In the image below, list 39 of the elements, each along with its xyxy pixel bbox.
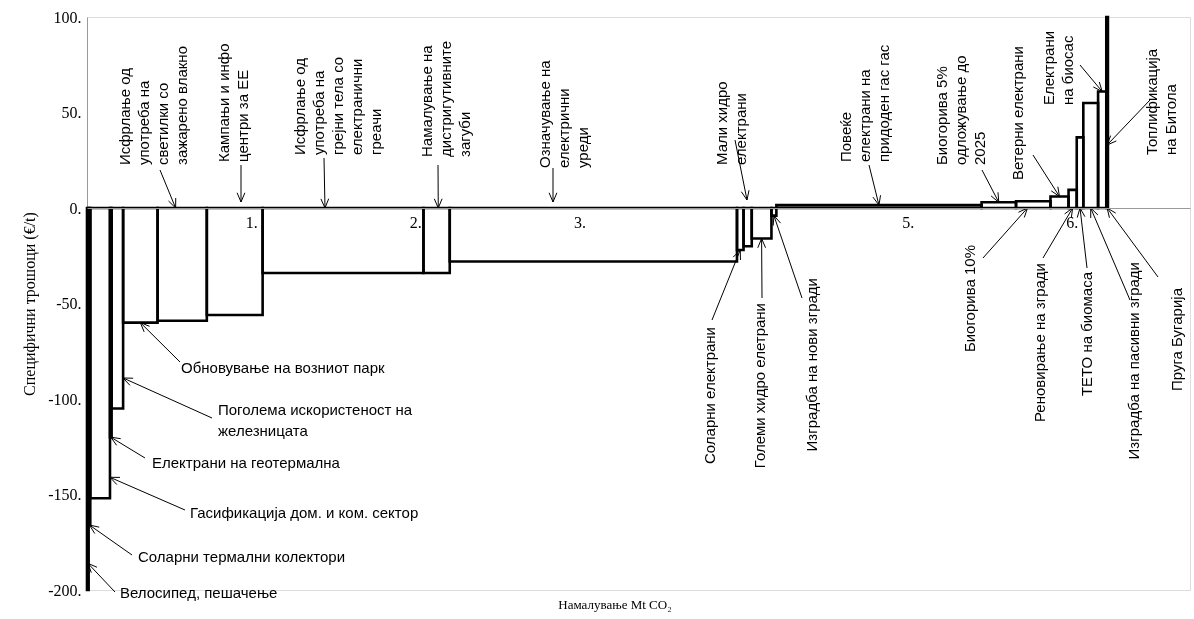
y-tick-label: -100. [48, 390, 82, 408]
annotation: Изградба на нови згради [803, 278, 820, 452]
y-axis-title: Специфични трошоци (€/t) [21, 212, 40, 396]
annotation: Пруга Бугарија [1168, 287, 1185, 392]
annotation: Биогорива 10% [961, 245, 978, 353]
y-tick-label: 50. [61, 104, 82, 121]
x-tick-label: 2. [409, 213, 422, 231]
annotation: Изградба на пасивни згради [1125, 262, 1142, 460]
annotation: Велосипед, пешачење [120, 584, 278, 601]
annotation: Топлификација на Битола [1143, 48, 1179, 155]
y-tick-label: -50. [56, 295, 82, 312]
annotation: Големи хидро елетрани [751, 303, 768, 469]
annotation: Биогорива 5% одложување до 2025 [933, 55, 988, 165]
x-tick-label: 3. [573, 213, 586, 231]
annotation: Гасификација дом. и ком. сектор [190, 504, 419, 521]
annotation: Исфрлање од употреба на грејни тела со електранични греачи [291, 56, 384, 155]
annotation: Намалување на дистригутивните загуби [418, 40, 473, 157]
annotation: Означување на електрични уреди [536, 59, 591, 168]
annotation: Соларни електрани [701, 327, 718, 464]
x-tick-label: 1. [245, 213, 258, 231]
annotation: Обновување на возниот парк [181, 359, 386, 376]
annotation: Соларни термални колектори [138, 548, 346, 565]
x-tick-label: 5. [902, 213, 915, 231]
y-tick-label: 0. [69, 199, 82, 217]
annotation: ТЕТО на биомаса [1078, 271, 1095, 397]
annotation: Реновирање на згради [1031, 263, 1048, 423]
annotation: Повеќе електрани на придоден гас гас [837, 44, 892, 162]
x-axis-title: Намалување Mt CO₂ [558, 597, 672, 612]
annotation: Мали хидро електрани [713, 81, 749, 165]
y-tick-label: -150. [48, 486, 82, 503]
annotation: Поголема искористеност на железницата [218, 401, 413, 439]
annotation: Ветерни електрани [1009, 46, 1026, 180]
annotation: Електрани на биосас [1040, 30, 1076, 105]
y-tick-label: 100. [53, 8, 82, 26]
annotation: Електрани на геотермална [152, 454, 341, 471]
annotation: Кампањи и инфо центри за ЕЕ [215, 43, 251, 162]
annotation: Исфрлање од употреба на светилки со зажарено влакно [116, 46, 190, 165]
x-tick-label: 6. [1066, 213, 1079, 231]
y-tick-label: -200. [48, 581, 82, 599]
